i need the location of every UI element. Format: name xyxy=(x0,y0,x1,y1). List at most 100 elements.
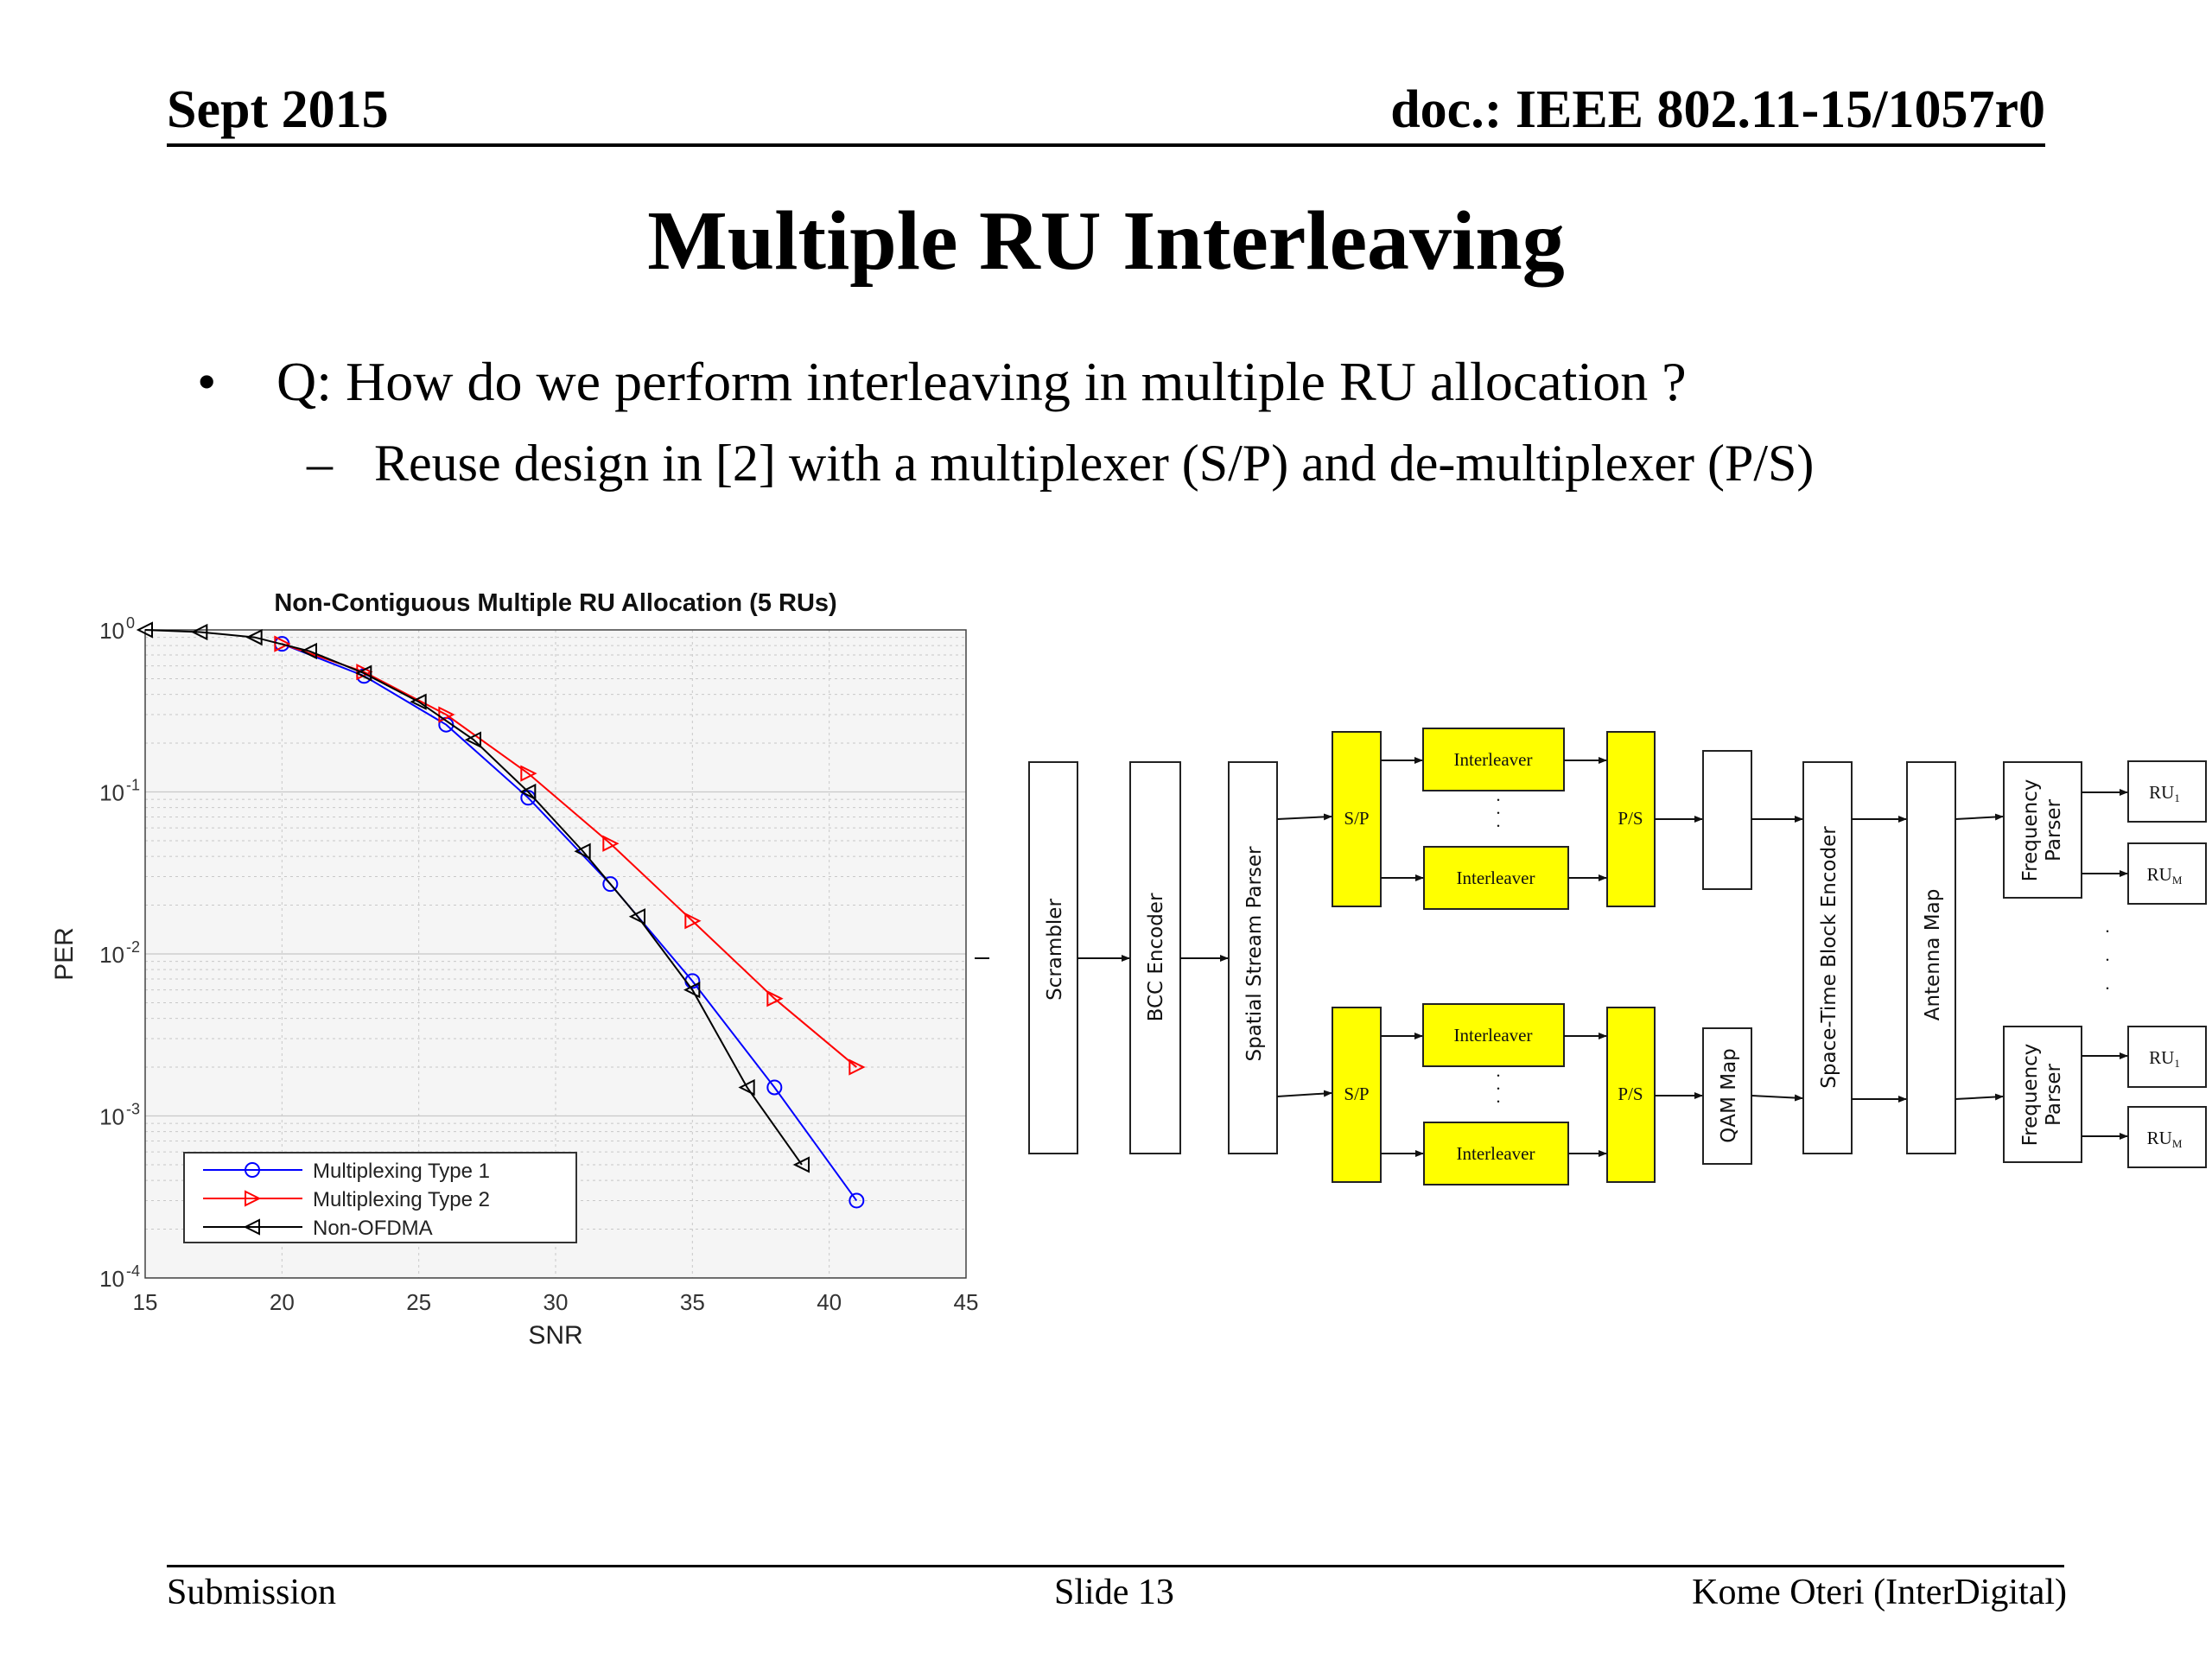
interleaver-top-ellipsis-2: · xyxy=(1496,803,1502,823)
ru-top-last-label: RUM xyxy=(2147,864,2183,887)
bullet-1-text: Q: How do we perform interleaving in mul… xyxy=(276,351,1687,412)
stbc-block xyxy=(1802,761,1853,1154)
ps-top-label: P/S xyxy=(1618,808,1643,829)
series-line xyxy=(281,643,858,1202)
y-tick-label: 10 -1 xyxy=(99,777,140,806)
x-tick-label: 20 xyxy=(270,1289,295,1315)
antenna-map-block xyxy=(1906,761,1956,1154)
y-tick-exponent: -4 xyxy=(126,1262,140,1280)
ru-ellipsis-3: · xyxy=(2105,978,2111,999)
slide-title: Multiple RU Interleaving xyxy=(647,194,1565,288)
arrow-parser-sp-top xyxy=(1276,813,1332,821)
ru-top-last-block xyxy=(2127,842,2207,905)
ru-bottom-first-block xyxy=(2127,1026,2207,1088)
sp-top-label: S/P xyxy=(1344,808,1369,829)
frequency-parser-bottom-label-2: Parser xyxy=(2043,1063,2065,1126)
interleaver-top-ellipsis-1: · xyxy=(1496,790,1502,810)
frequency-parser-top-label-2: Parser xyxy=(2043,798,2065,861)
arrow-qam-stbc xyxy=(1751,1094,1803,1102)
x-tick-label: 15 xyxy=(133,1289,158,1315)
interleaver-bottom-1 xyxy=(1422,1003,1565,1067)
bullet-2-text: Reuse design in [2] with a multiplexer (… xyxy=(374,435,1815,492)
series-group xyxy=(136,621,866,1209)
data-point xyxy=(628,908,645,925)
data-point xyxy=(410,693,427,710)
spatial-stream-parser-block xyxy=(1228,761,1278,1154)
x-tick-labels: 15 20 25 30 35 40 45 xyxy=(133,1289,979,1315)
y-tick-exponent: 0 xyxy=(126,614,135,632)
y-tick-label: 10 0 xyxy=(99,614,135,644)
data-point xyxy=(602,876,619,893)
header-rule xyxy=(167,143,2045,147)
bullet-2: – Reuse design in [2] with a multiplexer … xyxy=(307,435,1814,492)
plot-frame xyxy=(144,629,967,1279)
data-point xyxy=(738,1078,755,1096)
legend: Multiplexing Type 1 Multiplexing Type 2 No… xyxy=(183,1152,577,1243)
x-tick-label: 40 xyxy=(817,1289,842,1315)
header-doc-id: doc.: IEEE 802.11-15/1057r0 xyxy=(1390,80,2045,139)
ru-bottom-last-prefix: RU xyxy=(2147,1128,2172,1148)
ru-top-first-block xyxy=(2127,760,2207,823)
ru-bottom-last-sub: M xyxy=(2172,1137,2183,1150)
data-point xyxy=(300,642,317,660)
bullet-2-marker: – xyxy=(307,435,333,492)
data-point xyxy=(356,664,373,681)
legend-marker xyxy=(245,1190,262,1207)
footer-author: Kome Oteri (InterDigital) xyxy=(1692,1573,2067,1612)
legend-marker xyxy=(245,1162,260,1178)
data-point xyxy=(274,635,291,652)
series-line xyxy=(144,629,803,1166)
legend-label: Non-OFDMA xyxy=(313,1217,433,1240)
legend-label: Multiplexing Type 2 xyxy=(313,1188,490,1211)
interleaver-top-2 xyxy=(1423,846,1569,910)
legend-marker xyxy=(243,1218,260,1236)
data-point xyxy=(684,912,702,930)
footer-submission: Submission xyxy=(167,1573,337,1612)
y-tick-exponent: -1 xyxy=(126,777,140,794)
interleaver-bottom-2 xyxy=(1423,1122,1569,1185)
ru-top-last-prefix: RU xyxy=(2147,864,2172,885)
ru-bottom-last-block xyxy=(2127,1106,2207,1168)
arrow-antenna-freqparser-bottom xyxy=(1955,1093,2004,1101)
interleaver-bottom-ellipsis-2: · xyxy=(1496,1078,1502,1099)
arrow-antenna-freqparser-top xyxy=(1955,813,2004,821)
x-axis-label: SNR xyxy=(528,1321,582,1350)
ps-top-block xyxy=(1606,731,1656,907)
data-point xyxy=(792,1156,810,1173)
y-tick-exponent: -3 xyxy=(126,1101,140,1118)
data-point xyxy=(602,835,620,852)
footer-slide-number: Slide 13 xyxy=(1054,1573,1174,1612)
ru-top-first-label: RU1 xyxy=(2149,782,2180,804)
frequency-parser-top-label-1: Frequency xyxy=(2019,779,2042,882)
ru-top-first-prefix: RU xyxy=(2149,782,2174,803)
y-tick-label: 10 -4 xyxy=(99,1262,140,1292)
data-point xyxy=(191,623,208,641)
legend-entries: Multiplexing Type 1 Multiplexing Type 2 No… xyxy=(203,1160,490,1240)
ru-top-last-sub: M xyxy=(2172,874,2183,887)
y-axis-label: PER xyxy=(50,927,79,981)
data-point xyxy=(574,842,591,860)
stbc-label: Space-Time Block Encoder xyxy=(1818,826,1840,1089)
bullet-1-marker: • xyxy=(197,351,217,412)
data-point xyxy=(849,1192,865,1209)
interleaver-top-2-label: Interleaver xyxy=(1457,868,1535,888)
x-tick-label: 30 xyxy=(543,1289,569,1315)
legend-label: Multiplexing Type 1 xyxy=(313,1160,490,1183)
sp-bottom-label: S/P xyxy=(1344,1084,1369,1104)
series-line xyxy=(282,643,857,1068)
data-point xyxy=(849,1058,866,1076)
y-tick-label: 10 -2 xyxy=(99,938,140,968)
spatial-stream-parser-label: Spatial Stream Parser xyxy=(1243,846,1266,1062)
x-tick-label: 25 xyxy=(406,1289,431,1315)
ru-bottom-first-sub: 1 xyxy=(2174,1057,2180,1070)
data-point xyxy=(464,731,481,748)
interleaver-top-1-label: Interleaver xyxy=(1454,749,1533,770)
sp-bottom-block xyxy=(1332,1007,1382,1183)
ps-bottom-block xyxy=(1606,1007,1656,1183)
data-point xyxy=(766,1079,783,1096)
interleaver-top-ellipsis-3: · xyxy=(1496,816,1502,836)
per-chart: Non-Contiguous Multiple RU Allocation (5… xyxy=(50,589,989,1350)
y-tick-exponent: -2 xyxy=(126,938,140,956)
scrambler-label: Scrambler xyxy=(1044,899,1066,1001)
ru-ellipsis-2: · xyxy=(2105,950,2111,970)
